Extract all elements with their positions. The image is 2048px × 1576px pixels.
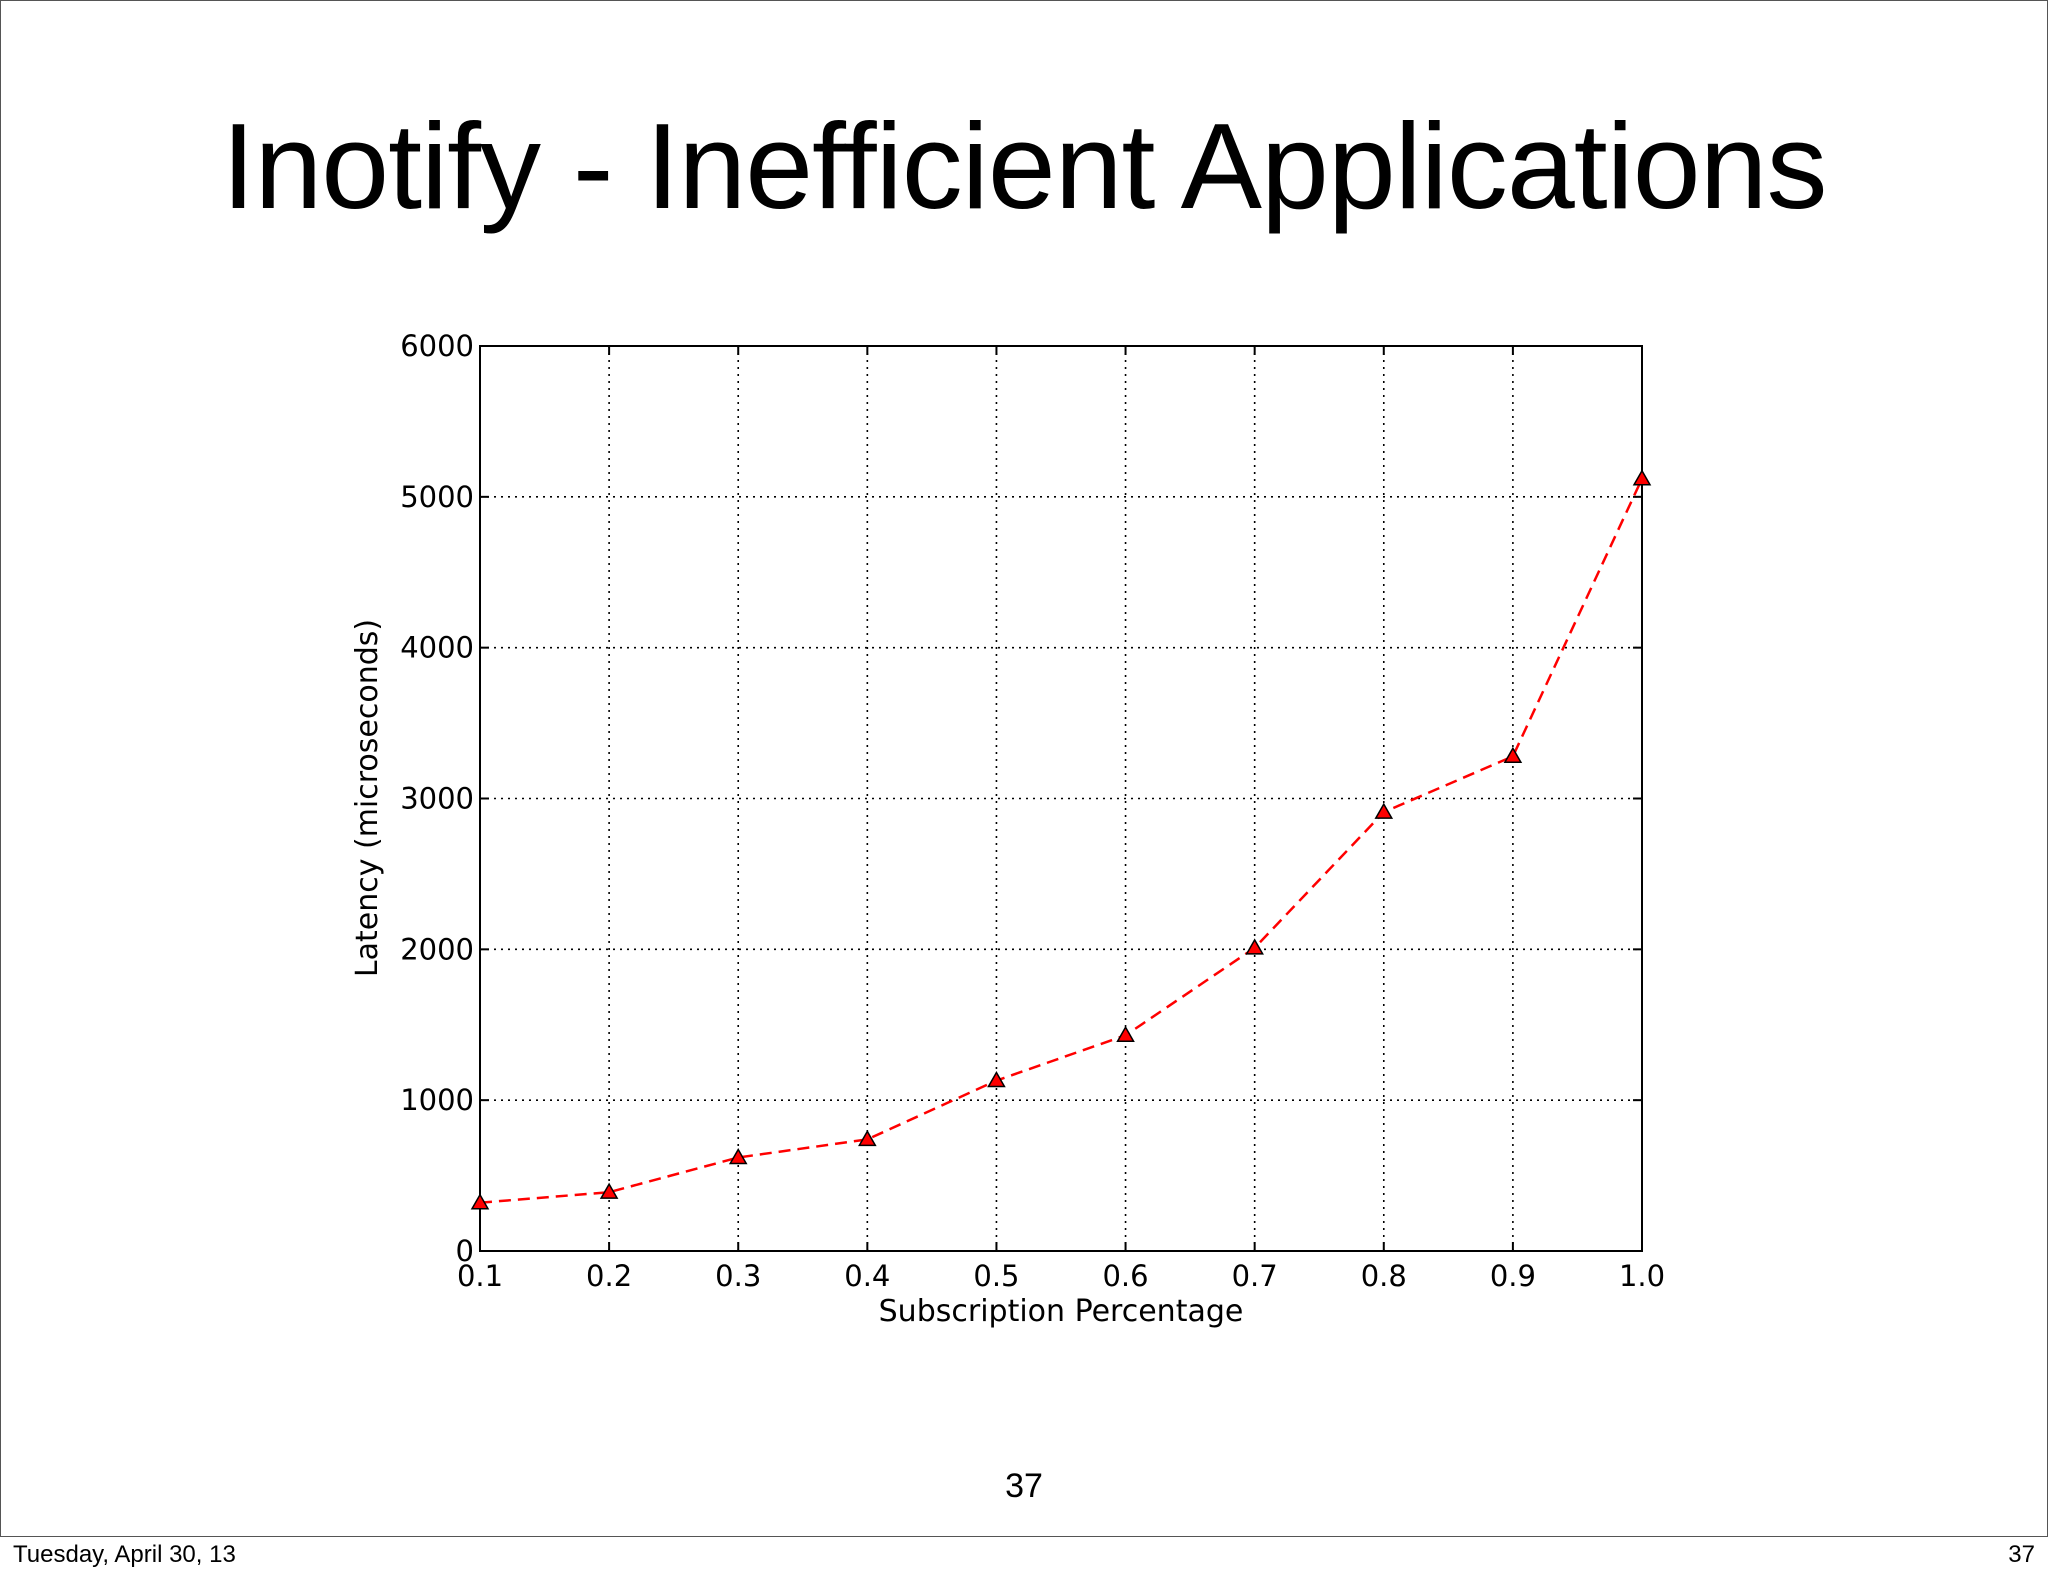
data-point: [1374, 802, 1394, 819]
y-tick-label: 3000: [400, 782, 474, 816]
x-tick-label: 0.1: [457, 1259, 503, 1293]
data-point: [1632, 469, 1652, 486]
grid: [480, 346, 1642, 1251]
data-point: [1116, 1025, 1135, 1043]
footer-page-number: 37: [2008, 1541, 2035, 1568]
x-tick-label: 0.6: [1102, 1259, 1148, 1293]
y-tick-label: 2000: [400, 932, 474, 966]
latency-chart: 0.1 0.2 0.3 0.4 0.5 0.6 0.7 0.8 0.9 1.0 0 1000 2000 3…: [350, 329, 1665, 1329]
x-tick-label: 0.4: [844, 1259, 890, 1293]
series-line: [479, 478, 1644, 1204]
data-point: [470, 1193, 490, 1210]
data-point: [599, 1182, 619, 1199]
y-tick-label: 1000: [400, 1083, 474, 1117]
data-point: [1245, 938, 1264, 955]
slide: Inotify - Inefficient Applications 0.1 0.…: [0, 0, 2048, 1537]
slide-title: Inotify - Inefficient Applications: [221, 98, 1828, 234]
data-point: [728, 1147, 748, 1165]
x-tick-label: 0.2: [586, 1259, 632, 1293]
x-tick-label: 0.5: [973, 1259, 1019, 1293]
data-point: [1503, 746, 1523, 764]
data-point: [987, 1071, 1006, 1088]
footer-date: Tuesday, April 30, 13: [13, 1541, 236, 1568]
x-tick-label: 0.3: [715, 1259, 761, 1293]
y-tick-label: 4000: [400, 631, 474, 665]
x-tick-label: 0.9: [1490, 1259, 1536, 1293]
series-layer: [470, 469, 1652, 1210]
y-tick-label: 5000: [400, 480, 474, 514]
x-tick-label: 1.0: [1619, 1259, 1665, 1293]
axis-ticks: 0.1 0.2 0.3 0.4 0.5 0.6 0.7 0.8 0.9 1.0 0 1000 2000 3…: [400, 329, 1665, 1293]
x-tick-label: 0.8: [1361, 1259, 1407, 1293]
y-tick-label: 0: [456, 1234, 474, 1268]
x-tick-label: 0.7: [1232, 1259, 1278, 1293]
y-tick-label: 6000: [400, 329, 474, 363]
y-axis-label: Latency (microseconds): [350, 619, 385, 977]
x-axis-label: Subscription Percentage: [879, 1294, 1244, 1329]
slide-page-number: 37: [1005, 1467, 1043, 1505]
data-point: [858, 1129, 877, 1147]
